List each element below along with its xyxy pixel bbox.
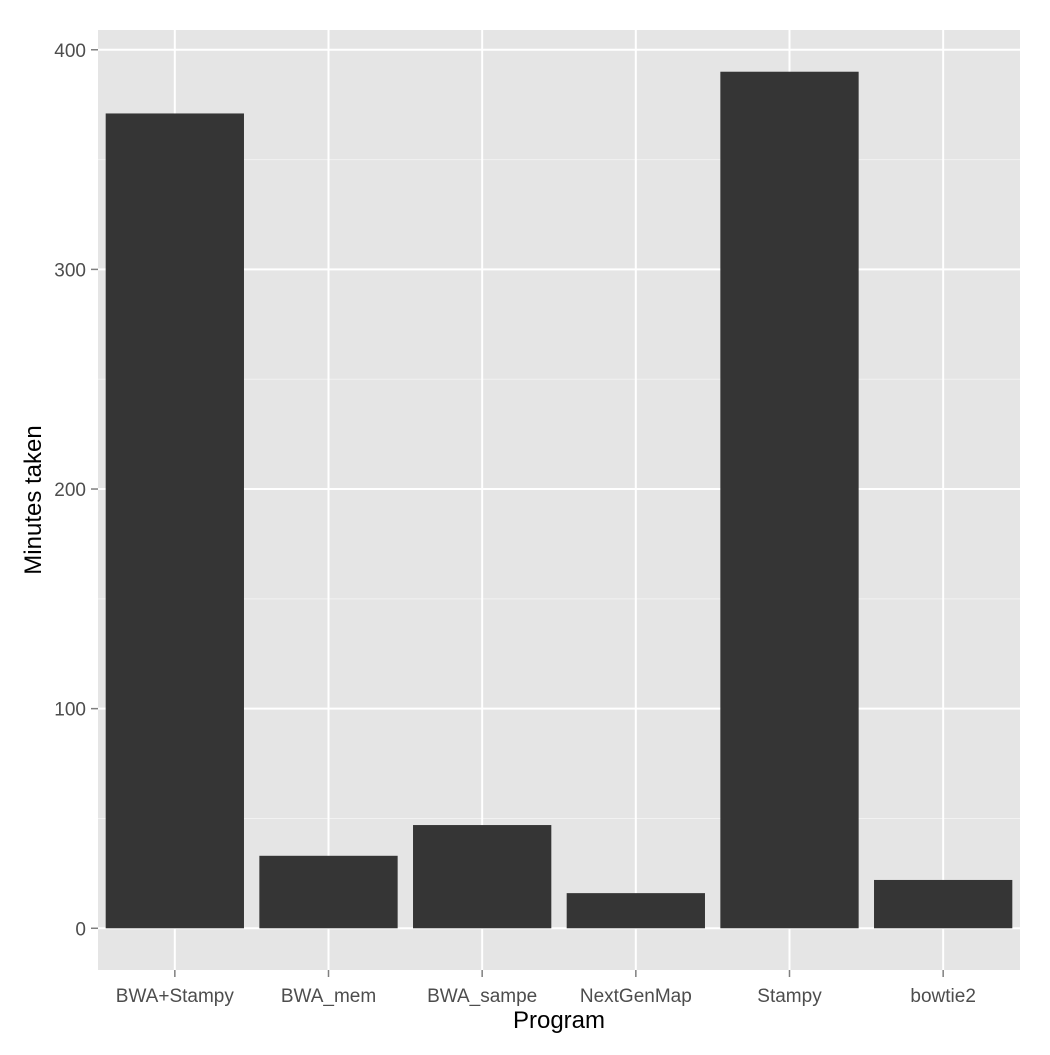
y-tick-label: 300 [54,260,86,281]
bar-bwa-stampy [105,113,244,929]
x-tick-label: BWA+Stampy [116,986,235,1007]
x-tick-label: bowtie2 [910,986,976,1007]
y-axis-title: Minutes taken [20,425,47,574]
x-tick-label: Stampy [757,986,822,1007]
y-tick-label: 0 [75,919,86,940]
y-tick-label: 200 [54,480,86,501]
x-tick-label: NextGenMap [580,986,692,1007]
y-tick-label: 400 [54,41,86,62]
bar-bwa-mem [259,855,398,929]
bar-nextgenmap [566,893,705,929]
y-axis: 0 100 200 300 400 [54,41,98,940]
x-axis-title: Program [513,1007,605,1034]
x-tick-label: BWA_sampe [427,986,537,1007]
plot-panel [98,30,1020,970]
y-tick-label: 100 [54,700,86,721]
x-axis: BWA+Stampy BWA_mem BWA_sampe NextGenMap Stam… [116,970,976,1007]
bar-bowtie2 [874,879,1013,929]
bar-stampy [720,71,859,929]
bar-bwa-sampe [413,825,552,929]
minor-gridlines [98,159,1020,819]
x-tick-label: BWA_mem [281,986,376,1007]
bars [105,71,1013,929]
